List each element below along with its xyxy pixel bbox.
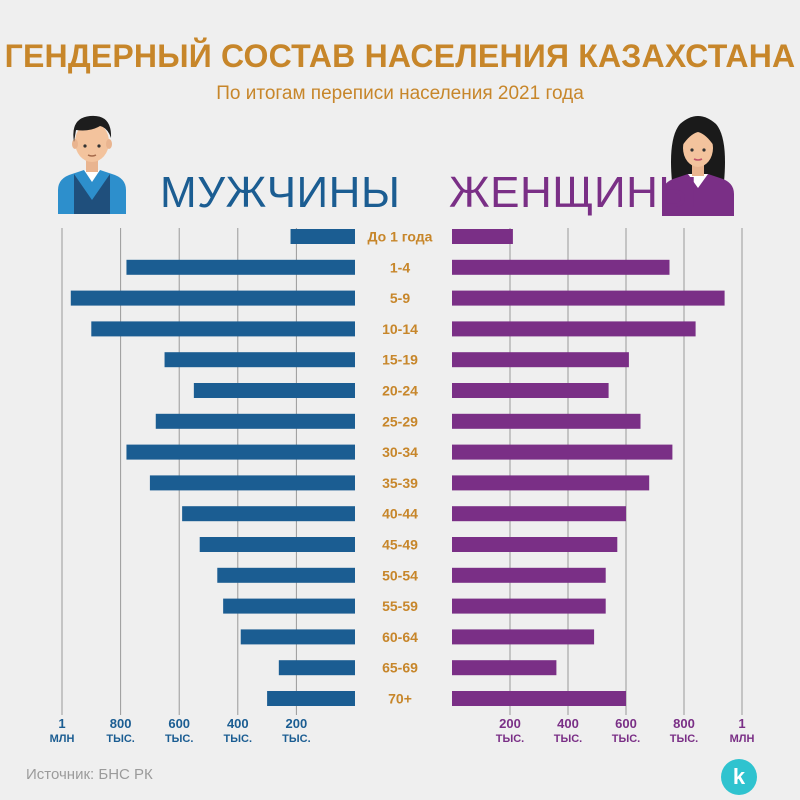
bar-men [290, 229, 355, 244]
age-group-label: 50-54 [382, 567, 418, 583]
bar-men [91, 321, 356, 337]
logo-letter: k [733, 764, 746, 789]
tick-unit-men: МЛН [50, 733, 75, 745]
tick-label-women: 200 [499, 716, 521, 731]
bar-women [452, 259, 670, 275]
bar-men [182, 506, 355, 522]
age-group-label: 15-19 [382, 352, 418, 368]
bar-men [149, 475, 355, 491]
women-heading: ЖЕНЩИНЫ [449, 168, 698, 217]
age-group-label: 20-24 [382, 383, 418, 399]
bar-women [452, 629, 595, 645]
bar-women [452, 691, 626, 706]
bar-women [452, 321, 696, 337]
tick-label-men: 600 [168, 716, 190, 731]
age-group-label: 40-44 [382, 506, 418, 522]
age-group-label: 45-49 [382, 537, 418, 553]
tick-label-women: 1 [738, 716, 745, 731]
tick-unit-men: ТЫС. [282, 733, 311, 745]
age-group-label: 10-14 [382, 321, 418, 337]
age-group-label: 25-29 [382, 413, 418, 429]
page-title: ГЕНДЕРНЫЙ СОСТАВ НАСЕЛЕНИЯ КАЗАХСТАНА [4, 38, 796, 74]
bar-men [193, 383, 355, 398]
age-group-label: 60-64 [382, 629, 418, 645]
men-heading: МУЖЧИНЫ [160, 168, 401, 217]
page-subtitle: По итогам переписи населения 2021 года [216, 83, 584, 104]
tick-unit-women: ТЫС. [612, 733, 641, 745]
tick-label-women: 400 [557, 716, 579, 731]
bar-men [199, 537, 355, 552]
age-group-label: 30-34 [382, 444, 418, 460]
age-group-label: 65-69 [382, 660, 418, 676]
age-group-label: До 1 года [368, 229, 433, 245]
source-note: Источник: БНС РК [26, 766, 153, 783]
kapital-logo-icon: k [721, 759, 757, 795]
age-group-label: 55-59 [382, 598, 418, 614]
bar-women [452, 444, 673, 460]
bar-men [240, 629, 355, 645]
tick-unit-women: МЛН [730, 733, 755, 745]
bar-women [452, 475, 650, 491]
bar-women [452, 413, 641, 429]
tick-unit-men: ТЫС. [106, 733, 135, 745]
tick-unit-women: ТЫС. [496, 733, 525, 745]
bar-men [217, 567, 355, 583]
woman-avatar-icon [662, 116, 734, 216]
tick-label-women: 800 [673, 716, 695, 731]
tick-label-men: 200 [286, 716, 308, 731]
age-group-label: 35-39 [382, 475, 418, 491]
bar-women [452, 537, 618, 552]
age-group-label: 70+ [388, 691, 412, 707]
bar-women [452, 567, 606, 583]
tick-label-women: 600 [615, 716, 637, 731]
tick-unit-women: ТЫС. [554, 733, 583, 745]
age-group-label: 5-9 [390, 290, 410, 306]
tick-unit-women: ТЫС. [670, 733, 699, 745]
tick-label-men: 400 [227, 716, 249, 731]
bar-women [452, 383, 609, 398]
bar-women [452, 660, 557, 676]
bar-women [452, 352, 629, 368]
bar-men [267, 691, 355, 706]
bar-women [452, 506, 626, 522]
bar-men [126, 444, 356, 460]
bar-men [278, 660, 355, 676]
tick-label-men: 800 [110, 716, 132, 731]
bar-men [70, 290, 355, 306]
bar-women [452, 290, 725, 306]
bar-women [452, 229, 513, 244]
tick-unit-men: ТЫС. [224, 733, 253, 745]
bar-men [155, 413, 355, 429]
bar-women [452, 598, 606, 614]
bar-men [223, 598, 355, 614]
bar-men [164, 352, 355, 368]
tick-label-men: 1 [58, 716, 65, 731]
man-avatar-icon [58, 115, 126, 214]
age-group-label: 1-4 [390, 259, 410, 275]
tick-unit-men: ТЫС. [165, 733, 194, 745]
bar-men [126, 259, 356, 275]
